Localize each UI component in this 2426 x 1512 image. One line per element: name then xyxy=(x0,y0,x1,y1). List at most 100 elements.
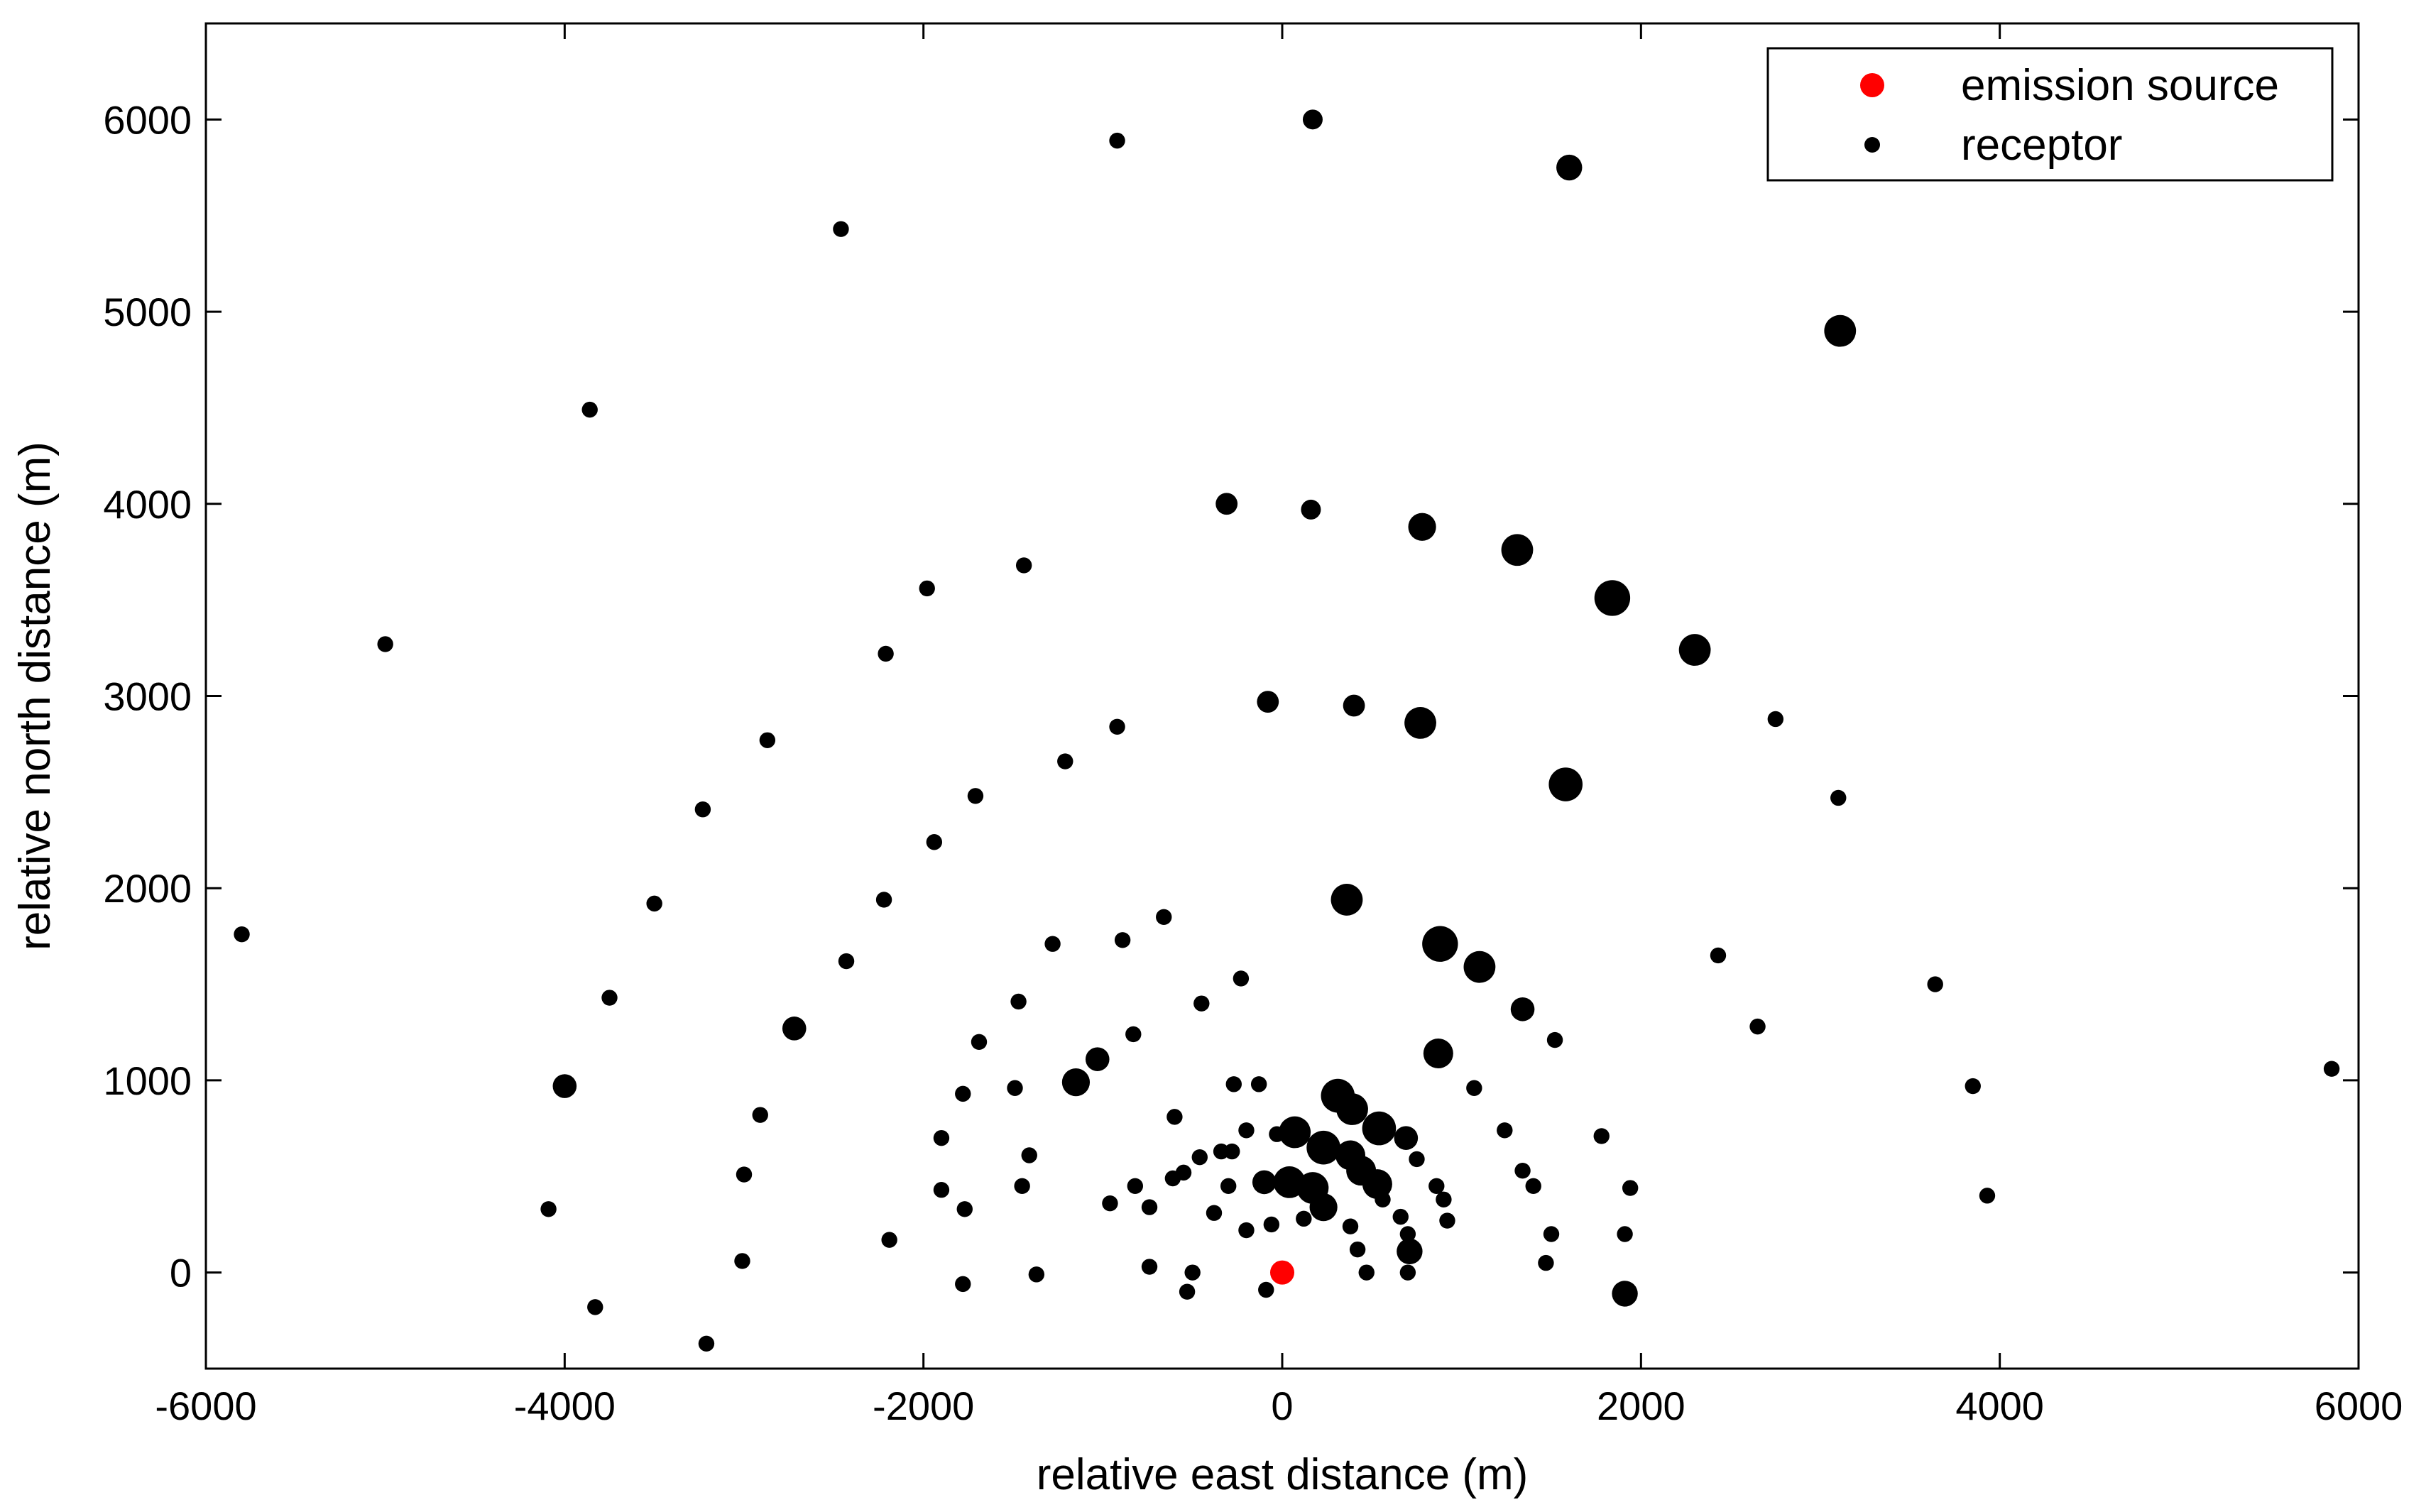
receptor-point xyxy=(838,953,855,970)
y-tick-label: 4000 xyxy=(103,482,192,527)
receptor-point xyxy=(552,1074,577,1098)
y-tick-label: 1000 xyxy=(103,1058,192,1103)
receptor-point xyxy=(1678,634,1711,666)
receptor-point xyxy=(1436,1191,1452,1207)
receptor-point xyxy=(1057,753,1073,769)
legend-marker-receptor xyxy=(1864,137,1880,153)
receptor-point xyxy=(540,1201,557,1217)
receptor-point xyxy=(1184,1264,1201,1281)
receptor-point xyxy=(926,834,943,850)
receptor-point xyxy=(1306,1130,1340,1165)
x-tick-label: 0 xyxy=(1271,1384,1293,1428)
receptor-point xyxy=(1114,932,1131,948)
receptor-point xyxy=(377,636,393,652)
receptor-point xyxy=(1466,1080,1482,1096)
receptor-point xyxy=(1556,154,1583,181)
receptor-point xyxy=(1342,1218,1359,1234)
receptor-point xyxy=(1362,1111,1397,1146)
receptor-point xyxy=(1102,1195,1118,1212)
receptor-point xyxy=(956,1201,973,1217)
x-tick-label: -4000 xyxy=(514,1384,616,1428)
x-tick-label: 2000 xyxy=(1597,1384,1685,1428)
receptor-point xyxy=(694,801,711,818)
y-tick-label: 2000 xyxy=(103,866,192,911)
y-axis-ticks: 0 1000 2000 3000 4000 5000 6000 xyxy=(103,97,2359,1295)
receptor-point xyxy=(878,645,894,662)
receptor-point xyxy=(1263,1216,1280,1233)
receptor-point xyxy=(1309,1193,1338,1222)
y-tick-label: 3000 xyxy=(103,674,192,719)
receptor-point xyxy=(1612,1281,1638,1307)
receptor-point xyxy=(1622,1180,1639,1196)
receptor-point xyxy=(955,1276,971,1293)
x-tick-label: 4000 xyxy=(1955,1384,2044,1428)
receptor-point xyxy=(1594,580,1631,616)
legend-box xyxy=(1766,47,2334,182)
receptor-point xyxy=(1238,1222,1255,1239)
receptor-point xyxy=(1044,936,1061,952)
receptor-point xyxy=(1979,1188,1996,1204)
legend-marker-emission-source xyxy=(1860,73,1884,97)
receptor-point xyxy=(971,1034,988,1050)
receptor-point xyxy=(1061,1068,1091,1097)
receptor-point xyxy=(759,732,776,748)
legend-label-receptor: receptor xyxy=(1961,121,2122,170)
receptor-point xyxy=(601,990,618,1006)
receptor-point xyxy=(1392,1208,1409,1225)
receptor-point xyxy=(1279,1116,1311,1149)
x-tick-label: 6000 xyxy=(2315,1384,2403,1428)
receptor-point xyxy=(1422,926,1458,962)
receptor-point xyxy=(1546,1031,1563,1048)
receptor-point xyxy=(581,401,598,418)
receptor-point xyxy=(1166,1109,1183,1125)
y-tick-label: 0 xyxy=(170,1251,192,1295)
data-points xyxy=(234,109,2340,1352)
receptor-point xyxy=(1514,1162,1531,1179)
receptor-point xyxy=(1238,1122,1255,1139)
emission-source-point xyxy=(1270,1260,1294,1285)
plot-frame xyxy=(204,22,2360,1370)
receptor-point xyxy=(1127,1178,1144,1195)
receptor-point xyxy=(1767,711,1784,728)
receptor-point xyxy=(698,1335,715,1352)
x-tick-label: -6000 xyxy=(155,1384,256,1428)
receptor-point xyxy=(1164,1170,1181,1187)
receptor-point xyxy=(1301,499,1321,520)
y-tick-label: 6000 xyxy=(103,97,192,142)
receptor-point xyxy=(919,580,935,597)
receptor-point xyxy=(736,1166,753,1183)
receptor-point xyxy=(2323,1061,2340,1077)
receptor-point xyxy=(1399,1264,1416,1281)
x-tick-label: -2000 xyxy=(873,1384,974,1428)
receptor-point xyxy=(1439,1212,1455,1229)
receptor-point xyxy=(1252,1170,1277,1195)
receptor-point xyxy=(1109,718,1125,735)
receptor-point xyxy=(234,926,250,943)
receptor-point xyxy=(1409,1151,1425,1168)
receptor-point xyxy=(1749,1018,1766,1035)
receptor-point xyxy=(1497,1122,1513,1139)
receptor-point xyxy=(1021,1147,1037,1163)
receptor-point xyxy=(967,788,984,804)
receptor-point xyxy=(1331,884,1363,916)
receptor-point xyxy=(1548,767,1583,801)
receptor-point xyxy=(1109,132,1125,149)
receptor-point xyxy=(1296,1210,1312,1227)
receptor-point xyxy=(1408,513,1436,541)
y-axis-title: relative north distance (m) xyxy=(11,442,60,951)
receptor-point xyxy=(782,1017,807,1041)
y-tick-label: 5000 xyxy=(103,290,192,334)
receptor-point xyxy=(1397,1238,1423,1265)
legend: emission source receptor xyxy=(1766,47,2334,182)
receptor-point xyxy=(1538,1254,1554,1271)
receptor-point xyxy=(1302,109,1323,130)
x-axis-title: relative east distance (m) xyxy=(1037,1450,1529,1499)
receptor-point xyxy=(1501,534,1534,566)
receptor-point xyxy=(1710,947,1727,964)
receptor-point xyxy=(1399,1226,1416,1242)
receptor-point xyxy=(1349,1241,1366,1258)
receptor-point xyxy=(1428,1178,1445,1195)
receptor-point xyxy=(1269,1126,1285,1142)
receptor-point xyxy=(1179,1283,1196,1300)
